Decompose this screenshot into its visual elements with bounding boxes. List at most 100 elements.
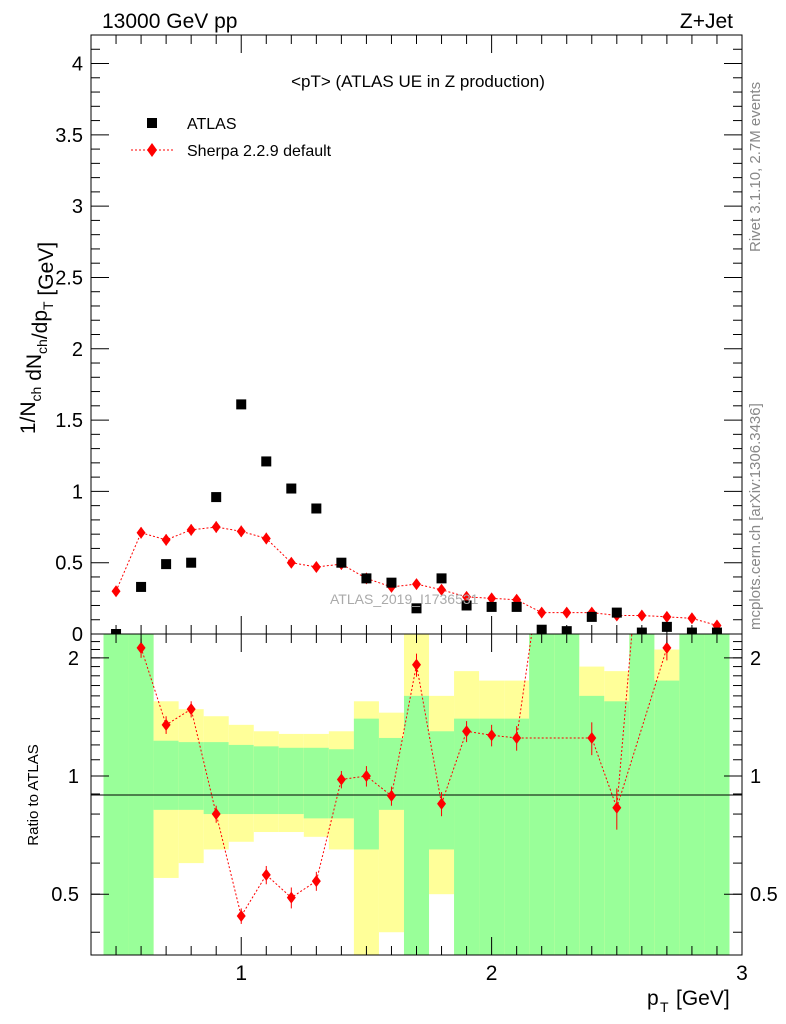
ratio-xtick-label: 1 bbox=[235, 962, 247, 985]
ratio-y-axis-label: Ratio to ATLAS bbox=[25, 744, 42, 845]
inner-band bbox=[479, 718, 505, 955]
rivet-side-label: Rivet 3.1.10, 2.7M events bbox=[747, 82, 764, 252]
ratio-xtick-label: 3 bbox=[736, 962, 748, 985]
sherpa-point bbox=[687, 612, 697, 625]
ratio-point bbox=[437, 797, 447, 810]
legend-sherpa-label: Sherpa 2.2.9 default bbox=[187, 143, 332, 160]
ratio-point bbox=[211, 808, 221, 821]
atlas-point bbox=[311, 503, 322, 514]
main-ytick-label: 0 bbox=[72, 624, 83, 646]
sherpa-point bbox=[562, 606, 572, 619]
ratio-point bbox=[186, 703, 196, 716]
main-title: <pT> (ATLAS UE in Z production) bbox=[291, 72, 545, 91]
atlas-point bbox=[511, 601, 522, 612]
atlas-point bbox=[361, 573, 372, 584]
atlas-point bbox=[211, 492, 222, 503]
sherpa-point bbox=[537, 606, 547, 619]
ratio-ytick-label-right: 0.5 bbox=[750, 884, 778, 906]
main-ytick-label: 2 bbox=[72, 339, 83, 361]
sherpa-point bbox=[311, 560, 321, 573]
ratio-point bbox=[136, 641, 146, 654]
mcplots-url-label: mcplots.cern.ch [arXiv:1306.3436] bbox=[747, 403, 764, 630]
ratio-ytick-label: 2 bbox=[68, 648, 79, 670]
sherpa-point bbox=[211, 521, 221, 534]
sherpa-point bbox=[662, 610, 672, 623]
inner-band bbox=[504, 718, 530, 955]
ratio-point bbox=[462, 725, 472, 738]
atlas-point bbox=[136, 581, 147, 592]
atlas-point bbox=[586, 611, 597, 622]
sherpa-point bbox=[136, 526, 146, 539]
sherpa-point bbox=[186, 523, 196, 536]
main-panel: <pT> (ATLAS UE in Z production) 1/Nch dN… bbox=[17, 34, 743, 646]
ratio-point bbox=[261, 868, 271, 881]
atlas-point bbox=[261, 456, 272, 467]
sherpa-point bbox=[487, 592, 497, 605]
atlas-point bbox=[161, 559, 172, 570]
ratio-ticks: 0.5 0.5 1 1 2 2 1 2 3 bbox=[51, 634, 778, 985]
inner-band bbox=[454, 718, 480, 955]
atlas-point bbox=[236, 399, 247, 410]
xlabel-p: p bbox=[647, 987, 659, 1010]
sherpa-point bbox=[462, 590, 472, 603]
sherpa-point bbox=[161, 533, 171, 546]
inner-band bbox=[429, 731, 455, 850]
ratio-point bbox=[336, 773, 346, 786]
ratio-ytick-label: 0.5 bbox=[51, 884, 79, 906]
atlas-point bbox=[636, 627, 647, 638]
inner-band bbox=[303, 747, 329, 819]
mcplots-side-label: mcplots.cern.ch [arXiv:1306.3436] bbox=[747, 403, 764, 630]
header-right: Z+Jet bbox=[680, 10, 733, 33]
sherpa-point bbox=[286, 556, 296, 569]
ratio-line-segment bbox=[616, 633, 633, 808]
ratio-point bbox=[662, 641, 672, 654]
inner-band bbox=[153, 740, 179, 810]
ratio-point bbox=[236, 909, 246, 922]
main-ylabel: 1/Nch dNch/dpT [GeV] bbox=[17, 242, 58, 434]
atlas-point bbox=[286, 483, 297, 494]
atlas-point bbox=[436, 573, 447, 584]
inner-band bbox=[654, 680, 680, 955]
atlas-point bbox=[461, 600, 472, 611]
sherpa-point bbox=[637, 609, 647, 622]
atlas-point bbox=[336, 557, 347, 568]
header-left: 13000 GeV pp bbox=[102, 10, 237, 33]
legend: ATLAS Sherpa 2.2.9 default bbox=[131, 116, 332, 160]
inner-band bbox=[253, 746, 279, 815]
legend-atlas-marker bbox=[147, 118, 157, 128]
ratio-point bbox=[487, 729, 497, 742]
atlas-point bbox=[561, 626, 572, 637]
sherpa-point bbox=[412, 578, 421, 591]
main-ytick-label: 3.5 bbox=[55, 125, 83, 147]
watermark: ATLAS_2019_I1736531 bbox=[330, 591, 479, 607]
main-y-ticks: 0 0.5 1 1.5 2 2.5 3 3.5 4 bbox=[55, 34, 743, 646]
sherpa-point bbox=[437, 583, 447, 596]
main-ytick-label: 1.5 bbox=[55, 410, 83, 432]
ratio-ytick-label: 1 bbox=[68, 766, 79, 788]
main-y-axis-label: 1/Nch dNch/dpT [GeV] bbox=[17, 242, 58, 434]
atlas-point bbox=[611, 607, 622, 618]
atlas-point bbox=[411, 603, 422, 614]
inner-band bbox=[278, 747, 304, 815]
legend-sherpa-marker bbox=[147, 143, 157, 157]
ratio-ytick-label-right: 2 bbox=[750, 648, 761, 670]
atlas-point bbox=[711, 627, 722, 638]
main-ytick-label: 2.5 bbox=[55, 267, 83, 289]
atlas-point bbox=[386, 577, 397, 588]
inner-band bbox=[403, 695, 430, 955]
sherpa-point bbox=[261, 532, 271, 545]
rivet-version-label: Rivet 3.1.10, 2.7M events bbox=[747, 82, 764, 252]
ratio-panel: 0.5 0.5 1 1 2 2 1 2 3 Ratio to ATLAS p T [GeV] bbox=[25, 633, 778, 1015]
xlabel-unit: [GeV] bbox=[676, 987, 730, 1010]
main-ytick-label: 3 bbox=[72, 196, 83, 218]
ratio-frame bbox=[90, 633, 743, 956]
inner-band bbox=[178, 742, 204, 810]
x-axis-title: p T [GeV] bbox=[647, 987, 730, 1015]
xlabel-sub: T bbox=[660, 999, 669, 1015]
main-ytick-label: 4 bbox=[72, 54, 83, 76]
ratio-point bbox=[161, 718, 171, 731]
inner-band bbox=[228, 744, 254, 815]
ratio-point bbox=[512, 731, 522, 744]
atlas-point bbox=[186, 557, 197, 568]
ratio-ylabel: Ratio to ATLAS bbox=[25, 744, 42, 845]
